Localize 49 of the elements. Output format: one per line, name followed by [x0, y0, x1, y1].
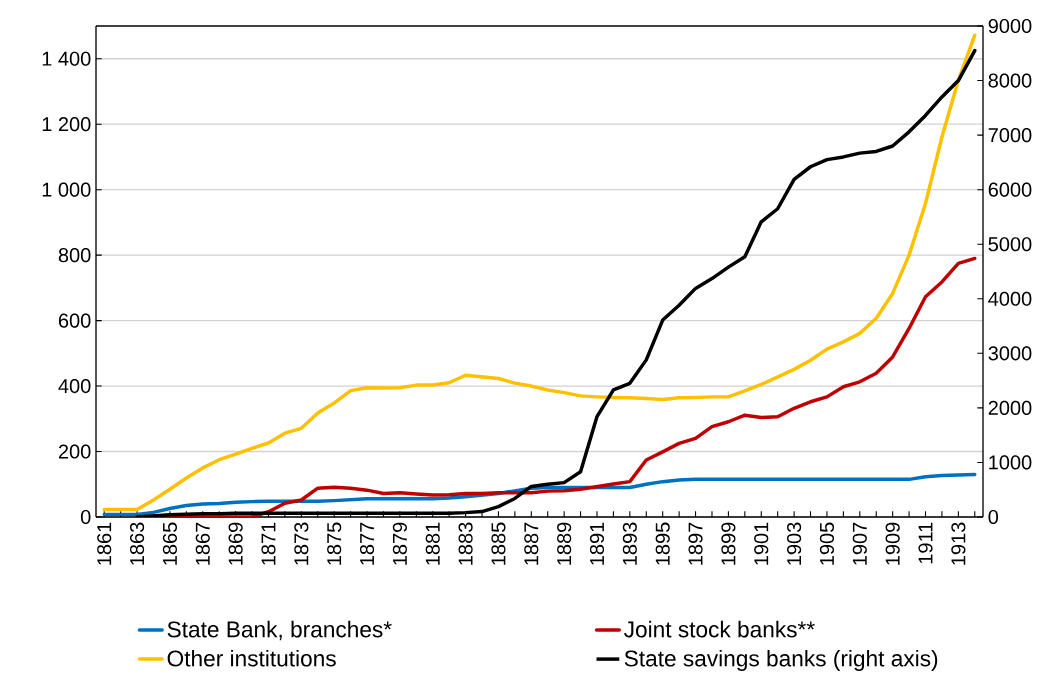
- x-tick-label: 1871: [261, 522, 276, 565]
- x-tick-label: 1885: [491, 522, 506, 565]
- x-tick-label: 1897: [688, 522, 703, 565]
- x-tick-label: 1879: [392, 522, 407, 565]
- y2-tick-label: 9000: [988, 18, 1032, 34]
- x-tick-label: 1861: [97, 522, 112, 565]
- legend-label: State Bank, branches*: [167, 620, 392, 641]
- x-tick-label: 1905: [819, 522, 835, 565]
- x-tick-label: 1883: [458, 522, 473, 565]
- y2-tick-label: 1000: [989, 455, 1032, 470]
- y2-tick-label: 4000: [988, 291, 1032, 306]
- x-tick-label: 1875: [327, 522, 342, 565]
- x-tick-label: 1909: [885, 522, 900, 565]
- x-tick-label: 1863: [129, 522, 145, 565]
- x-tick-label: 1893: [622, 522, 637, 565]
- y-tick-label: 600: [58, 313, 91, 328]
- y-tick-label: 1 000: [42, 182, 91, 197]
- x-tick-label: 1869: [228, 522, 243, 565]
- x-tick-label: 1903: [787, 522, 802, 565]
- x-tick-label: 1867: [195, 522, 210, 565]
- x-tick-label: 1911: [918, 522, 933, 564]
- x-tick-label: 1889: [557, 522, 572, 565]
- x-tick-label: 1913: [951, 522, 966, 565]
- x-tick-label: 1891: [589, 522, 605, 565]
- y-tick-label: 400: [58, 378, 91, 394]
- x-tick-label: 1899: [721, 522, 736, 565]
- x-tick-label: 1881: [425, 522, 440, 565]
- y-tick-label: 0: [80, 509, 91, 525]
- x-tick-label: 1873: [294, 522, 309, 565]
- y-tick-label: 1 400: [42, 51, 91, 66]
- x-tick-label: 1901: [754, 522, 769, 565]
- y2-tick-label: 2000: [988, 400, 1032, 415]
- y2-tick-label: 6000: [988, 182, 1032, 197]
- y2-tick-label: 7000: [988, 128, 1032, 143]
- y-tick-label: 800: [58, 248, 91, 263]
- y-tick-label: 200: [58, 444, 91, 459]
- y2-tick-label: 8000: [988, 73, 1032, 88]
- legend-label: State savings banks (right axis): [624, 649, 938, 672]
- y2-tick-label: 5000: [988, 237, 1032, 252]
- legend-label: Joint stock banks**: [624, 620, 815, 638]
- x-tick-label: 1865: [162, 522, 177, 565]
- x-tick-label: 1907: [852, 522, 867, 565]
- y2-tick-label: 0: [988, 509, 999, 525]
- x-tick-label: 1895: [655, 522, 670, 565]
- x-tick-label: 1887: [524, 522, 539, 565]
- x-tick-label: 1877: [359, 522, 375, 565]
- y-tick-label: 1 200: [42, 117, 91, 132]
- y2-tick-label: 3000: [988, 346, 1032, 361]
- legend-label: Other institutions: [167, 649, 336, 667]
